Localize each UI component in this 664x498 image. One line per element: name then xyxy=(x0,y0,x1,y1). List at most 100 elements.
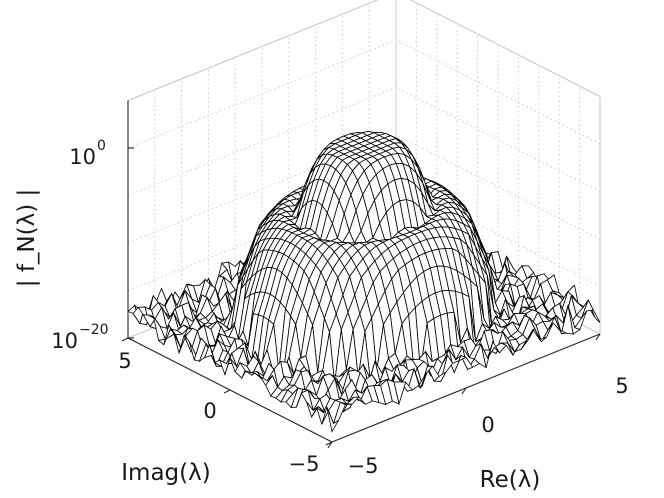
surface-facet-fill xyxy=(373,385,386,405)
surface-facet-fill xyxy=(440,236,452,249)
surface-facet-fill xyxy=(207,297,219,312)
surface-facet-fill xyxy=(376,168,388,191)
surface-facet-fill xyxy=(301,180,314,209)
surface-facet-fill xyxy=(396,163,408,180)
surface-facet-fill xyxy=(413,241,426,257)
surface-facet-fill xyxy=(305,200,318,229)
x-tick-5: 5 xyxy=(615,374,628,398)
surface-facet-fill xyxy=(347,397,359,405)
surface-facet-fill xyxy=(457,270,469,297)
surface-facet-fill xyxy=(495,316,508,328)
surface-facet-fill xyxy=(434,372,446,382)
surface-facet-fill xyxy=(388,243,400,259)
surface-facet-fill xyxy=(464,338,476,358)
surface-facet-fill xyxy=(364,242,377,252)
surface-facet-fill xyxy=(143,314,156,327)
surface-facet-fill xyxy=(277,199,290,205)
surface-facet-fill xyxy=(424,219,437,224)
surface-facet-fill xyxy=(364,317,377,379)
surface-facet-fill xyxy=(303,167,316,193)
surface-facet-fill xyxy=(360,386,373,405)
surface-facet-fill xyxy=(542,317,555,331)
surface-facet-fill xyxy=(313,164,326,181)
surface-facet-fill xyxy=(439,190,452,195)
surface-facet-fill xyxy=(401,315,414,368)
y-tick-mark xyxy=(325,441,333,446)
surface-facet-fill xyxy=(413,201,425,229)
surface-facet-fill xyxy=(217,321,230,333)
surface-facet-fill xyxy=(501,343,513,355)
surface-facet-fill xyxy=(226,336,238,347)
surface-facet-fill xyxy=(417,361,429,386)
surface-facet-fill xyxy=(270,269,282,298)
surface-facet-fill xyxy=(319,239,331,243)
surface-facet-fill xyxy=(438,248,451,268)
surface-facet-fill xyxy=(268,214,280,223)
surface-facet-fill xyxy=(292,265,304,294)
surface-facet-fill xyxy=(355,386,368,401)
surface-facet-fill xyxy=(327,148,339,156)
surface-facet-fill xyxy=(170,329,183,335)
surface-facet-fill xyxy=(180,284,192,299)
surface-facet-fill xyxy=(428,204,440,216)
surface-facet-fill xyxy=(244,272,257,299)
z-tick-bottom: 10 −20 xyxy=(51,322,108,353)
surface-facet-fill xyxy=(337,213,350,243)
surface-facet-fill xyxy=(527,272,539,283)
surface-facet-fill xyxy=(315,154,327,168)
surface-facet-fill xyxy=(469,344,481,360)
x-tick-minus-5: −5 xyxy=(348,454,379,478)
x-tick-mark xyxy=(461,387,467,395)
surface-facet-fill xyxy=(238,343,251,370)
surface-facet-fill xyxy=(377,156,390,169)
surface-facet-fill xyxy=(309,265,321,292)
surface-facet-fill xyxy=(335,242,348,246)
surface-facet-fill xyxy=(470,280,483,342)
surface-facet-fill xyxy=(455,347,468,370)
surface-facet-fill xyxy=(561,291,573,316)
surface-facet-fill xyxy=(283,242,296,258)
surface-facet-fill xyxy=(515,307,528,326)
surface-facet-fill xyxy=(282,385,295,391)
surface-facet-fill xyxy=(433,236,446,250)
z-axis-label: | f_N(λ) | xyxy=(14,189,40,287)
y-tick-0: 0 xyxy=(203,399,216,423)
surface-facet-fill xyxy=(400,356,413,365)
surface-facet-fill xyxy=(345,170,358,195)
surface-facet-fill xyxy=(398,264,411,293)
surface-facet-fill xyxy=(265,267,277,295)
surface-facet-fill xyxy=(402,163,415,184)
surface-facet-fill xyxy=(462,293,474,348)
surface-facet-fill xyxy=(461,230,474,255)
surface-facet-fill xyxy=(317,180,329,206)
surface-facet-fill xyxy=(522,317,535,341)
surface-facet-fill xyxy=(391,153,403,164)
surface-facet-fill xyxy=(308,164,321,185)
surface-facet-fill xyxy=(339,183,351,214)
surface-facet-fill xyxy=(301,390,314,411)
surface-facet-fill xyxy=(372,223,385,241)
surface-facet-fill xyxy=(285,284,298,316)
surface-facet-fill xyxy=(259,228,272,241)
surface-facet-fill xyxy=(535,303,548,324)
surface-facet-fill xyxy=(407,369,420,392)
surface-facet-fill xyxy=(317,242,330,255)
surface-facet-fill xyxy=(332,258,345,278)
surface-facet-fill xyxy=(493,299,506,319)
surface-facet-fill xyxy=(327,251,340,269)
surface-facet-fill xyxy=(414,184,427,217)
surface-facet-fill xyxy=(378,291,391,325)
surface-facet-fill xyxy=(246,356,259,375)
surface-facet-fill xyxy=(266,220,279,231)
surface-facet-fill xyxy=(401,178,414,202)
surface-facet-fill xyxy=(393,253,406,271)
surface-facet-fill xyxy=(326,407,339,432)
surface-facet-fill xyxy=(507,297,519,313)
surface-facet-fill xyxy=(173,312,186,330)
surface-facet-fill xyxy=(275,272,288,303)
surface-facet-fill xyxy=(193,279,206,303)
surface-facet-fill xyxy=(248,351,261,367)
surface-facet-fill xyxy=(337,267,350,295)
surface-facet-fill xyxy=(319,394,332,413)
back-wall-grid-h xyxy=(127,0,379,101)
